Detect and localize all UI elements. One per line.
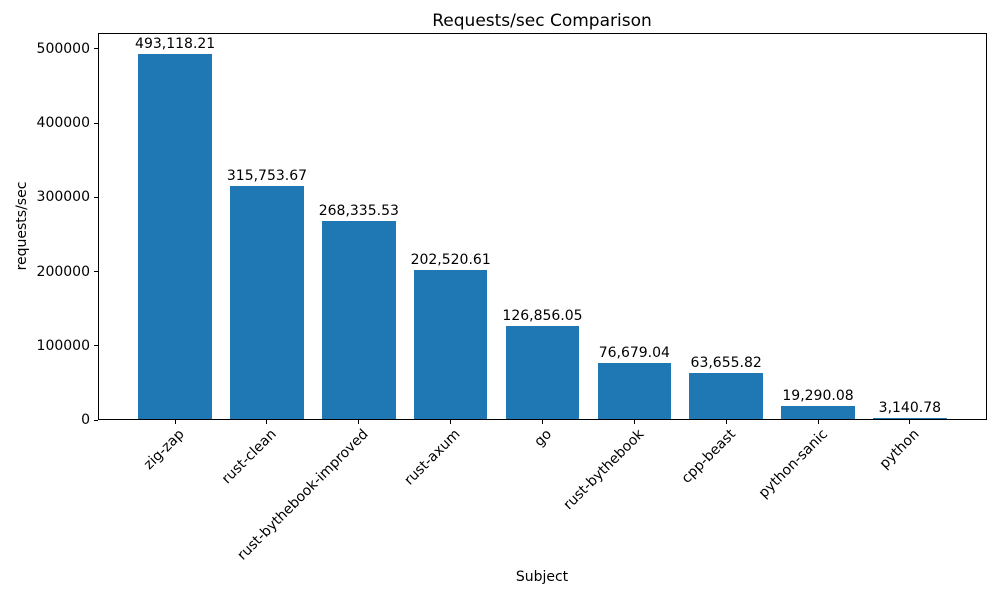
y-tick-mark	[94, 271, 98, 273]
bar	[322, 220, 396, 420]
y-tick-mark	[94, 345, 98, 347]
x-tick-label: rust-clean	[218, 426, 280, 488]
x-tick-mark	[909, 420, 911, 424]
x-tick-mark	[174, 420, 176, 424]
y-tick-mark	[94, 122, 98, 124]
x-tick-mark	[450, 420, 452, 424]
bar	[230, 185, 304, 420]
y-tick-mark	[94, 196, 98, 198]
x-tick-mark	[817, 420, 819, 424]
bar-value-label: 268,335.53	[318, 202, 399, 219]
bar	[873, 417, 947, 420]
bar	[505, 325, 580, 420]
bar-value-label: 3,140.78	[878, 399, 942, 416]
x-tick-label: rust-bythebook	[560, 426, 647, 514]
x-tick-mark	[633, 420, 635, 424]
bar-value-label: 19,290.08	[782, 387, 854, 404]
bar	[689, 372, 763, 420]
y-tick-label: 100000	[36, 337, 90, 354]
y-tick-label: 500000	[36, 40, 90, 57]
bar-value-label: 63,655.82	[690, 354, 762, 371]
x-tick-mark	[266, 420, 268, 424]
y-tick-mark	[94, 419, 98, 421]
x-tick-label: cpp-beast	[678, 426, 739, 487]
y-tick-label: 200000	[36, 263, 90, 280]
y-axis-label: requests/sec	[14, 181, 30, 271]
bar-value-label: 315,753.67	[226, 167, 308, 184]
x-tick-mark	[542, 420, 543, 424]
x-tick-label: go	[531, 426, 556, 450]
y-tick-label: 400000	[36, 115, 90, 132]
x-tick-mark	[358, 420, 360, 424]
x-tick-label: python	[876, 426, 923, 473]
x-tick-label: python-sanic	[755, 426, 831, 502]
bar	[138, 54, 212, 420]
bar-value-label: 126,856.05	[502, 307, 583, 324]
y-tick-label: 300000	[36, 189, 90, 206]
chart-title: Requests/sec Comparison	[432, 11, 652, 31]
y-tick-label: 0	[81, 412, 90, 428]
bar	[597, 363, 672, 420]
x-tick-label: rust-axum	[401, 426, 464, 489]
bar-value-label: 202,520.61	[410, 251, 491, 268]
bar-value-label: 76,679.04	[598, 345, 670, 362]
bar-value-label: 493,118.21	[135, 36, 216, 53]
bar	[413, 269, 488, 420]
bar	[781, 405, 855, 420]
x-axis-label: Subject	[515, 569, 569, 585]
x-tick-label: zig-zap	[141, 426, 188, 473]
y-tick-mark	[94, 48, 98, 50]
x-tick-mark	[725, 420, 727, 424]
